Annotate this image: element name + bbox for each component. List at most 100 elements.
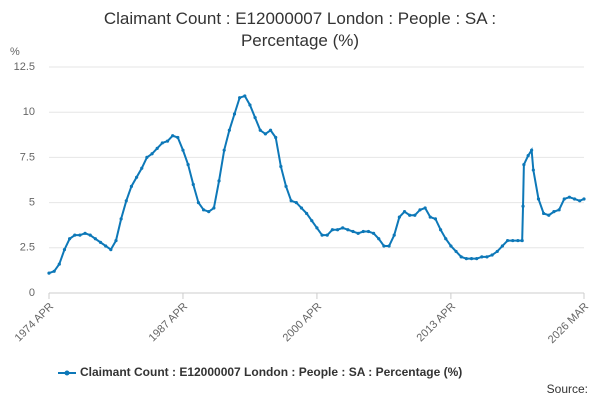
data-point — [52, 269, 56, 273]
data-point — [418, 208, 422, 212]
x-tick-label: 2026 MAR — [546, 301, 591, 346]
data-point — [320, 233, 324, 237]
data-point — [547, 213, 551, 217]
x-tick-label: 2000 APR — [281, 301, 325, 345]
data-point — [505, 238, 510, 243]
data-point — [68, 237, 72, 241]
source: Source: — [547, 382, 588, 396]
y-tick-label: 7.5 — [20, 151, 35, 163]
data-point — [520, 238, 524, 243]
data-point — [449, 244, 453, 248]
data-point — [155, 146, 159, 150]
data-point — [536, 197, 541, 201]
data-point — [201, 208, 206, 212]
x-tick-label: 1974 APR — [13, 301, 57, 345]
data-point — [243, 94, 247, 98]
data-point — [238, 96, 242, 100]
y-tick-label: 0 — [29, 287, 35, 299]
data-point — [392, 233, 396, 237]
data-point — [475, 257, 479, 261]
data-point — [562, 197, 566, 201]
data-point — [438, 228, 443, 232]
data-point — [464, 257, 468, 261]
data-point — [119, 217, 123, 221]
data-point — [279, 164, 283, 169]
data-point — [212, 206, 216, 210]
data-point — [377, 237, 381, 241]
legend-label: Claimant Count : E12000007 London : Peop… — [80, 365, 462, 379]
data-point — [490, 253, 494, 257]
data-point — [165, 139, 170, 143]
data-point — [258, 128, 262, 132]
x-tick-label: 1987 APR — [147, 301, 191, 345]
data-point — [480, 255, 484, 259]
y-tick-label: 5 — [29, 197, 35, 209]
data-point — [62, 248, 67, 252]
data-point — [459, 255, 463, 259]
data-point — [263, 132, 268, 136]
data-point — [145, 155, 149, 159]
data-point — [196, 201, 201, 205]
data-point — [530, 148, 534, 152]
data-point — [289, 199, 293, 203]
data-point — [274, 135, 278, 140]
data-point — [217, 179, 221, 183]
data-point — [423, 206, 427, 210]
y-tick-label: 10 — [23, 106, 35, 118]
data-point — [413, 213, 417, 217]
x-tick-label: 2013 APR — [415, 301, 459, 345]
data-point — [253, 116, 257, 120]
data-point — [408, 213, 412, 217]
data-point — [310, 219, 314, 223]
data-point — [500, 244, 505, 248]
data-point — [140, 166, 144, 170]
data-point — [552, 210, 556, 214]
data-point — [397, 215, 401, 219]
data-point — [428, 215, 432, 219]
y-axis-label: % — [10, 46, 20, 58]
data-point — [346, 228, 350, 232]
data-point — [372, 231, 376, 235]
data-point — [104, 244, 108, 248]
data-point — [284, 184, 288, 188]
data-point — [485, 255, 489, 259]
data-point — [299, 206, 304, 210]
data-point — [47, 271, 51, 275]
data-point — [114, 238, 118, 243]
data-point — [511, 238, 515, 243]
data-point — [222, 148, 226, 152]
data-point — [124, 199, 128, 203]
data-point — [351, 229, 355, 234]
data-point — [335, 228, 340, 232]
data-point — [582, 197, 586, 201]
data-point — [73, 233, 77, 237]
data-point — [98, 240, 103, 244]
data-point — [516, 238, 520, 243]
data-point — [330, 228, 334, 232]
data-point — [557, 208, 561, 212]
data-point — [567, 195, 572, 199]
data-point — [93, 237, 97, 241]
data-point — [387, 244, 391, 248]
data-point — [227, 128, 231, 132]
data-point — [294, 201, 298, 205]
data-point — [361, 229, 365, 234]
data-point — [186, 163, 190, 167]
data-point — [207, 210, 211, 214]
data-point — [305, 211, 309, 216]
data-point — [88, 233, 92, 237]
data-point — [150, 152, 154, 156]
data-point — [57, 262, 61, 266]
data-point — [232, 112, 237, 116]
data-point — [171, 134, 175, 138]
chart-title: Claimant Count : E12000007 London : Peop… — [103, 9, 497, 50]
data-point — [109, 248, 113, 252]
data-point — [341, 226, 345, 230]
data-point — [578, 199, 582, 203]
data-point — [433, 217, 438, 221]
data-point — [495, 249, 499, 254]
data-point — [522, 163, 526, 167]
data-point — [542, 211, 546, 216]
